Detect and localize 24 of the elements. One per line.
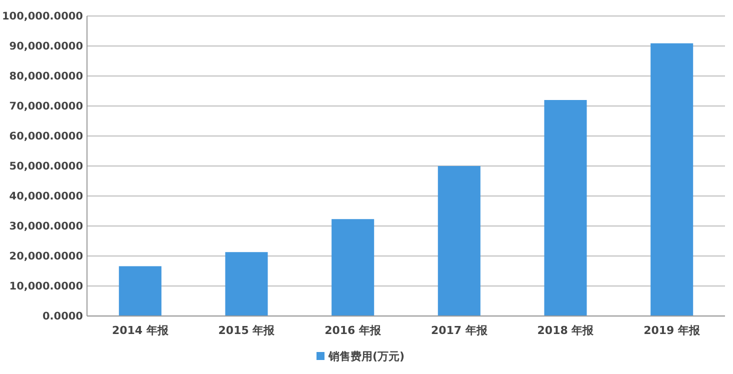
y-tick-label: 0.0000	[42, 310, 83, 323]
x-tick-label: 2015 年报	[218, 324, 276, 337]
y-tick-label: 20,000.0000	[9, 250, 83, 263]
y-tick-label: 10,000.0000	[9, 280, 83, 293]
y-tick-label: 30,000.0000	[9, 220, 83, 233]
x-tick-label: 2017 年报	[430, 324, 488, 337]
y-tick-label: 40,000.0000	[9, 190, 83, 203]
bar	[438, 166, 480, 316]
x-tick-label: 2016 年报	[324, 324, 382, 337]
y-tick-label: 80,000.0000	[9, 70, 83, 83]
y-tick-label: 90,000.0000	[9, 40, 83, 53]
y-tick-label: 70,000.0000	[9, 100, 83, 113]
y-tick-label: 50,000.0000	[9, 160, 83, 173]
x-tick-label: 2018 年报	[537, 324, 595, 337]
x-tick-label: 2014 年报	[112, 324, 170, 337]
bar	[225, 252, 268, 316]
bar	[118, 266, 162, 316]
y-tick-label: 60,000.0000	[9, 130, 83, 143]
y-tick-label: 100,000.0000	[2, 10, 83, 23]
bar	[332, 219, 374, 316]
bar	[544, 100, 587, 316]
legend-label: 销售费用(万元)	[328, 350, 405, 363]
bar	[650, 43, 694, 316]
x-tick-label: 2019 年报	[644, 324, 702, 337]
